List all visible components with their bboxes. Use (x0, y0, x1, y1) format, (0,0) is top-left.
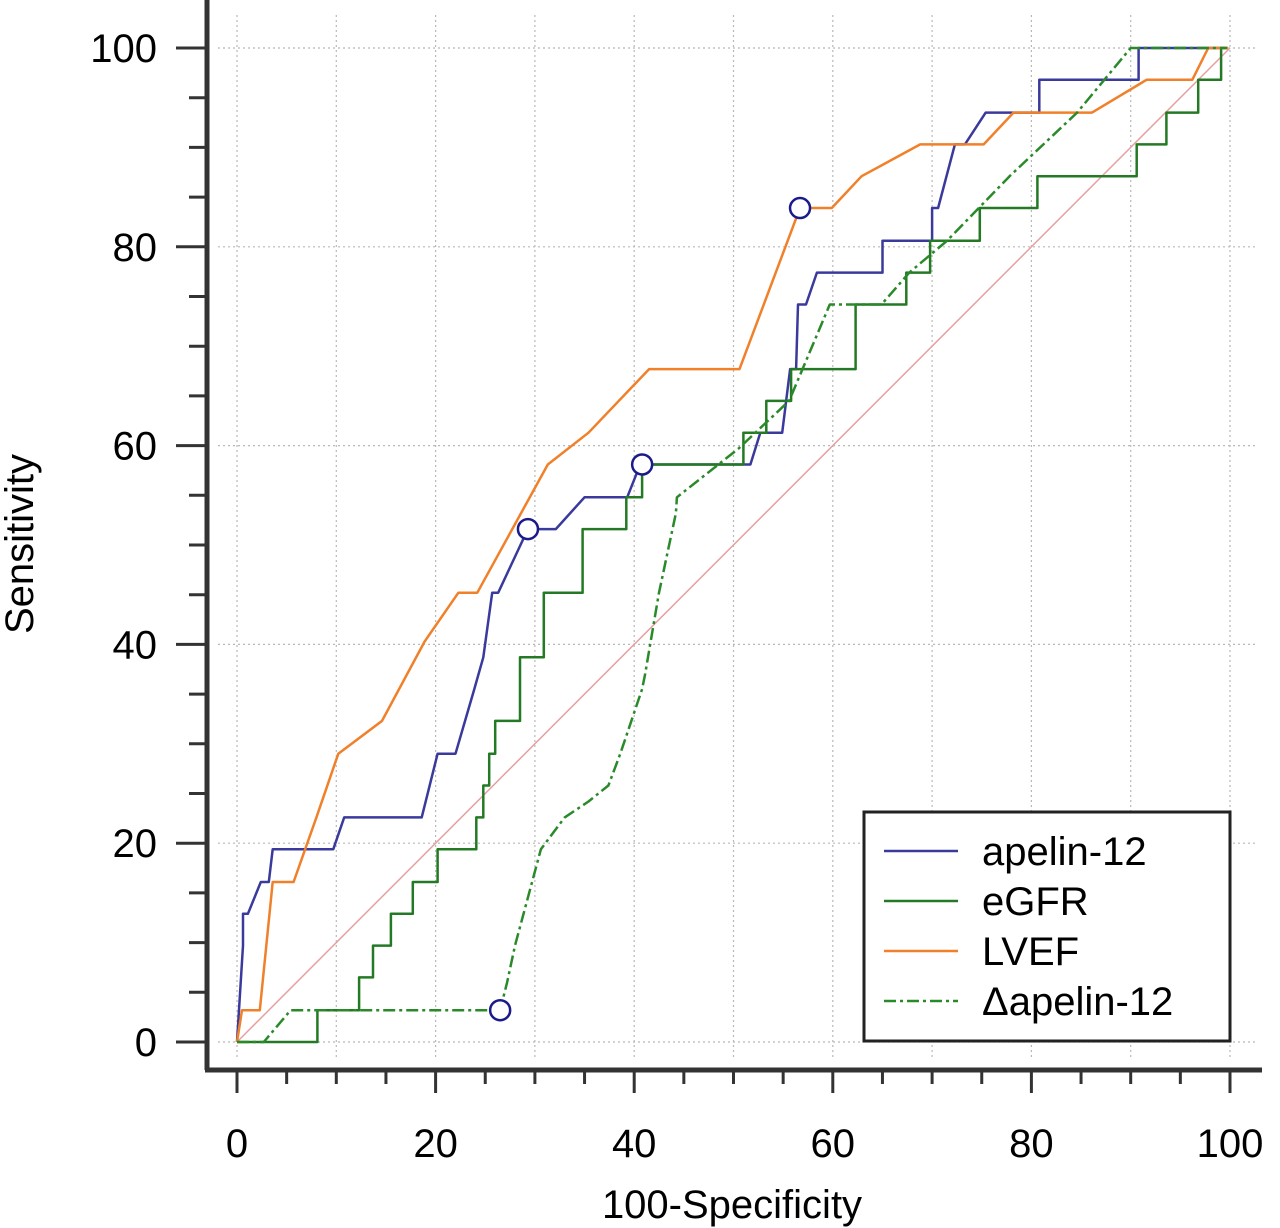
x-tick-label: 40 (612, 1122, 657, 1166)
legend: apelin-12 eGFR LVEF Δapelin-12 (862, 810, 1232, 1043)
legend-label-apelin-12: apelin-12 (982, 830, 1147, 874)
y-tick-label: 60 (113, 425, 158, 469)
cutoff-marker-apelin-12 (488, 998, 512, 1022)
roc-curves (235, 46, 1228, 1044)
cutoff-markers (488, 196, 812, 1022)
x-tick-label: 80 (1009, 1122, 1054, 1166)
series-line-apelin-12 (237, 46, 1227, 1044)
x-tick-label: 0 (226, 1122, 248, 1166)
legend-label-egfr: eGFR (982, 880, 1089, 924)
series-line-apelin-12 (235, 46, 1225, 1043)
series-line-egfr (237, 46, 1228, 1044)
y-tick-label: 20 (113, 822, 158, 866)
y-tick-label: 80 (113, 226, 158, 270)
y-tick-label: 100 (90, 27, 157, 71)
y-tick-label: 40 (113, 623, 158, 667)
y-tick-label: 0 (135, 1021, 157, 1065)
axis-ticks: 0 20 40 60 80 100 0 20 40 60 80 100 (90, 27, 1263, 1166)
cutoff-marker-lvef (788, 196, 812, 220)
legend-label-apelin-12: Δapelin-12 (982, 980, 1173, 1024)
cutoff-marker-apelin-12 (516, 517, 540, 541)
y-axis-title: Sensitivity (0, 454, 42, 634)
reference-line (236, 47, 1231, 1043)
x-tick-label: 20 (413, 1122, 458, 1166)
series-line-lvef (235, 46, 1228, 1043)
x-axis-title: 100-Specificity (602, 1183, 862, 1227)
legend-label-lvef: LVEF (982, 930, 1079, 974)
x-tick-label: 60 (811, 1122, 856, 1166)
cutoff-marker-egfr (630, 453, 654, 476)
x-tick-label: 100 (1197, 1122, 1264, 1166)
reference-diagonal (236, 47, 1231, 1043)
